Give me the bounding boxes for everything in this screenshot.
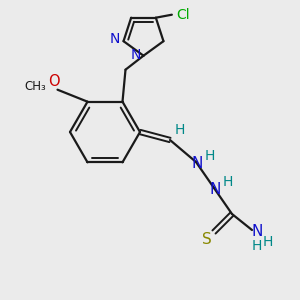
Text: N: N <box>209 182 221 197</box>
Text: Cl: Cl <box>176 8 190 22</box>
Text: N: N <box>109 32 120 46</box>
Text: H: H <box>252 239 262 253</box>
Text: CH₃: CH₃ <box>25 80 46 93</box>
Text: H: H <box>175 123 185 137</box>
Text: S: S <box>202 232 212 247</box>
Text: N: N <box>251 224 263 239</box>
Text: N: N <box>191 157 203 172</box>
Text: H: H <box>223 175 233 189</box>
Text: H: H <box>263 235 273 249</box>
Text: H: H <box>205 149 215 163</box>
Text: O: O <box>48 74 59 89</box>
Text: N: N <box>130 48 141 62</box>
